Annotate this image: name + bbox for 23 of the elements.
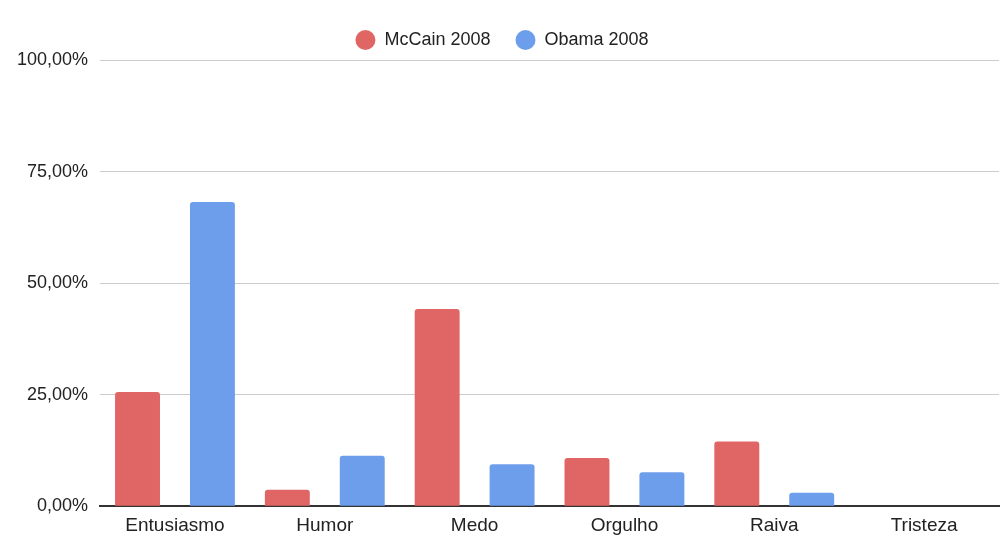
y-tick-label: 50,00% — [27, 272, 89, 293]
bar — [714, 441, 760, 506]
x-tick-label: Medo — [450, 513, 499, 535]
bar — [489, 464, 535, 506]
bar — [189, 201, 235, 506]
bar — [264, 489, 310, 506]
y-tick-label: 0,00% — [37, 495, 89, 516]
legend-label: McCain 2008 — [384, 28, 491, 49]
x-tick-label: Humor — [296, 513, 354, 535]
bar — [639, 472, 685, 506]
legend-label: Obama 2008 — [544, 28, 649, 49]
x-tick-label: Tristeza — [890, 513, 958, 535]
y-tick-label: 100,00% — [17, 48, 89, 69]
x-tick-label: Orgulho — [590, 513, 659, 535]
bar — [564, 458, 610, 506]
x-tick-label: Entusiasmo — [125, 513, 225, 535]
x-tick-label: Raiva — [749, 513, 799, 535]
y-tick-label: 75,00% — [27, 160, 89, 181]
bar — [339, 455, 385, 506]
y-tick-label: 25,00% — [27, 383, 89, 404]
bar — [789, 492, 835, 506]
bar — [115, 391, 160, 506]
bar — [414, 308, 460, 506]
